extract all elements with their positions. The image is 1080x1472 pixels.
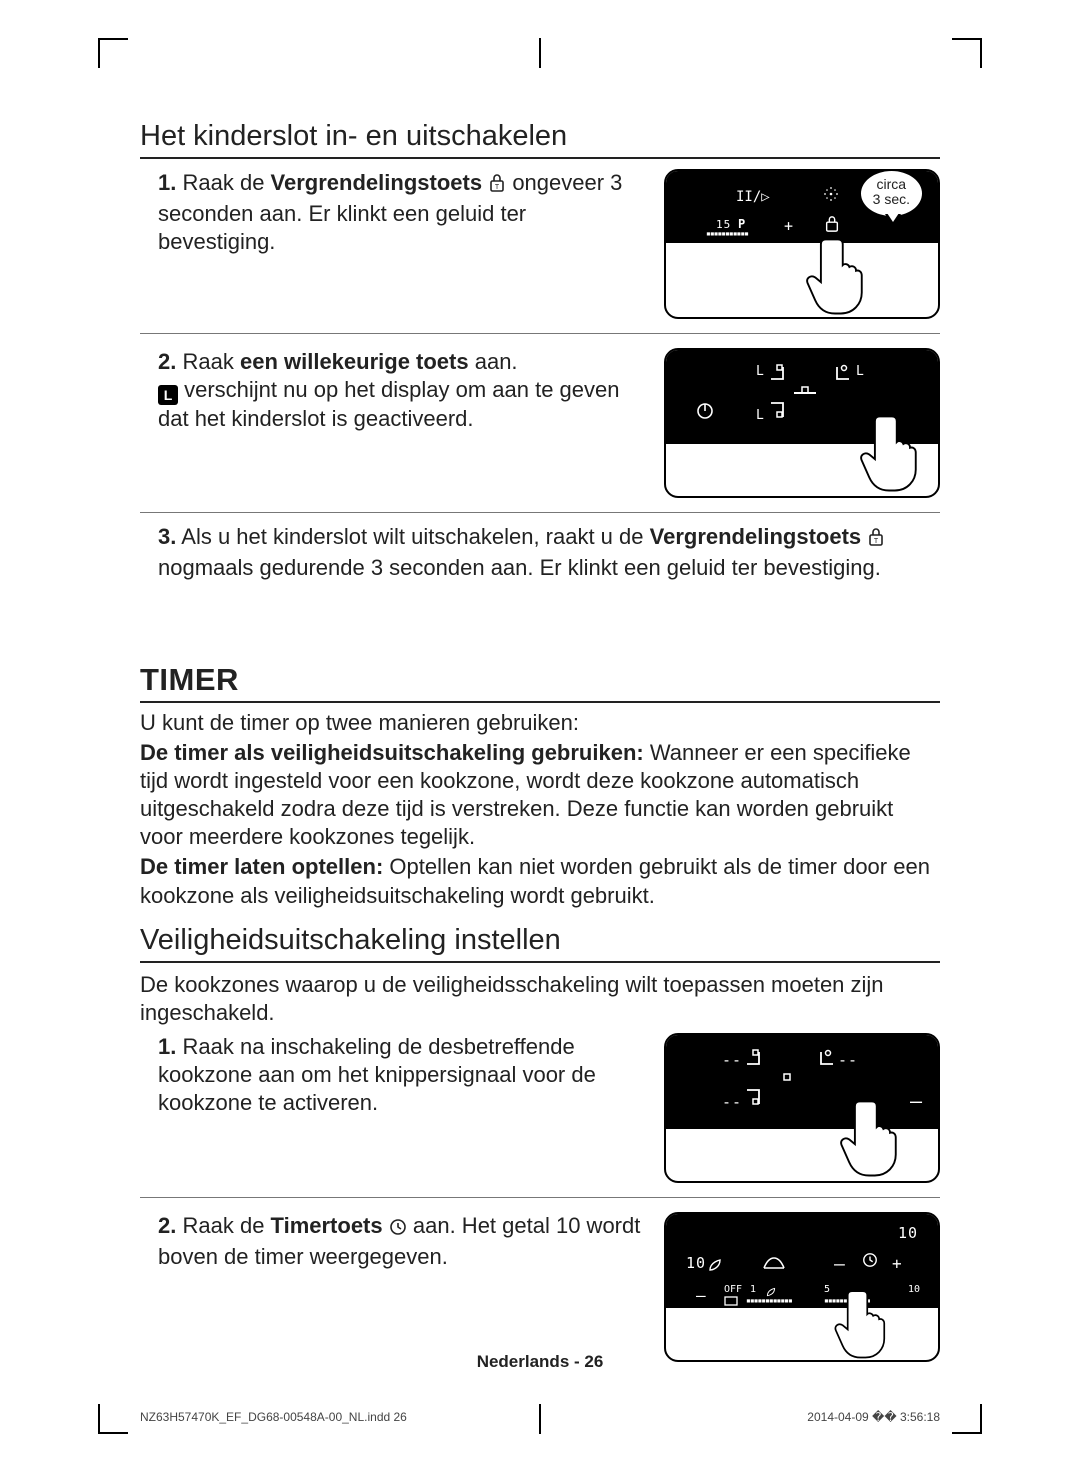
- hand-icon: [832, 1090, 912, 1183]
- step1-text: 1. Raak de Vergrendelingstoets T ongevee…: [140, 169, 646, 256]
- s2-step1-body: Raak na inschakeling de desbetreffende k…: [158, 1034, 596, 1115]
- timer-p1a: De timer als veiligheidsuitschakeling ge…: [140, 740, 644, 765]
- zone-tl-shape: [746, 1049, 764, 1065]
- zone-mid-shape: [776, 1071, 798, 1085]
- bubble-l1: circa: [877, 176, 907, 192]
- s2-step2-row: 2. Raak de Timertoets aan. Het getal 10 …: [140, 1212, 940, 1362]
- panel4-10c: 10: [908, 1284, 920, 1295]
- timer-intro: U kunt de timer op twee manieren gebruik…: [140, 709, 940, 737]
- off-box-icon: [724, 1296, 738, 1306]
- zone-tr-dash: --: [838, 1051, 858, 1069]
- svg-text:T: T: [495, 184, 500, 191]
- s2-step2-b: Timertoets: [271, 1213, 383, 1238]
- clock-icon-white: [862, 1252, 878, 1272]
- bridge-icon: [762, 1254, 786, 1274]
- step2-text-b: een willekeurige toets: [240, 349, 469, 374]
- page-footer-right: 2014-04-09 �� 3:56:18: [807, 1410, 940, 1424]
- panel1-plus: +: [784, 217, 793, 235]
- lock-icon: T: [867, 526, 885, 554]
- section2-lead: De kookzones waarop u de veiligheidsscha…: [140, 971, 940, 1027]
- timer-p2: De timer laten optellen: Optellen kan ni…: [140, 853, 940, 909]
- crop-mark: [952, 38, 982, 68]
- hand-icon: [852, 405, 932, 498]
- panel4-10-left: 10: [686, 1254, 706, 1272]
- step2-text-d: verschijnt nu op het display om aan te g…: [158, 377, 620, 431]
- s2-step2-a: Raak de: [182, 1213, 270, 1238]
- zone-bl-dash: --: [722, 1093, 742, 1111]
- timer-heading: TIMER: [140, 662, 940, 703]
- panel-safety-step1: -- -- -- –: [664, 1033, 940, 1183]
- sparkle-icon: [822, 185, 840, 207]
- zone-bl-l: L: [756, 408, 765, 423]
- step2-row: 2. Raak een willekeurige toets aan. L ve…: [140, 348, 940, 498]
- divider: [140, 333, 940, 334]
- timer-p1: De timer als veiligheidsuitschakeling ge…: [140, 739, 940, 852]
- panel-safety-step2: 10 10 – + – OFF 1: [664, 1212, 940, 1362]
- step2-text-c: aan.: [469, 349, 518, 374]
- step3-text-a: Als u het kinderslot wilt uitschakelen, …: [181, 524, 649, 549]
- s2-step2-text: 2. Raak de Timertoets aan. Het getal 10 …: [140, 1212, 646, 1271]
- leaf-icon: [708, 1258, 722, 1276]
- crop-mark: [952, 1404, 982, 1434]
- s2-step1-num: 1.: [158, 1034, 176, 1059]
- panel4-plus: +: [892, 1254, 902, 1273]
- step1-text-a: Raak de: [182, 170, 270, 195]
- s2-step2-num: 2.: [158, 1213, 176, 1238]
- hand-icon: [798, 228, 878, 319]
- panel4-off: OFF: [724, 1284, 742, 1295]
- step3-text: 3. Als u het kinderslot wilt uitschakele…: [140, 523, 940, 650]
- zone-tl-l: L: [756, 364, 765, 379]
- step2-text: 2. Raak een willekeurige toets aan. L ve…: [140, 348, 646, 433]
- zone-bl-shape: [770, 402, 788, 420]
- divider: [140, 512, 940, 513]
- panel-childlock-step1: circa 3 sec. II/▷ 15 P ▪▪▪▪▪▪▪▪▪▪▪ +: [664, 169, 940, 319]
- page-footer-center: Nederlands - 26: [0, 1352, 1080, 1372]
- zone-tr-shape: [832, 364, 850, 380]
- crop-mark: [98, 38, 128, 68]
- divider: [140, 1197, 940, 1198]
- zone-tr-shape: [816, 1049, 834, 1065]
- bubble-l2: 3 sec.: [873, 191, 910, 207]
- zone-tl-dash: --: [722, 1051, 742, 1069]
- clock-icon: [389, 1215, 407, 1243]
- s2-step1-row: 1. Raak na inschakeling de desbetreffend…: [140, 1033, 940, 1183]
- crop-mark: [539, 38, 541, 68]
- step1-text-b: Vergrendelingstoets: [271, 170, 483, 195]
- zone-mid-shape: [794, 386, 816, 400]
- zone-tr-l: L: [856, 364, 865, 379]
- crop-mark: [98, 1404, 128, 1434]
- step2-num: 2.: [158, 349, 176, 374]
- step1-num: 1.: [158, 170, 176, 195]
- panel4-minus: –: [834, 1254, 845, 1275]
- page: Het kinderslot in- en uitschakelen 1. Ra…: [0, 0, 1080, 1472]
- panel4-10-top: 10: [898, 1224, 918, 1242]
- l-indicator-icon: L: [158, 385, 178, 405]
- content-area: Het kinderslot in- en uitschakelen 1. Ra…: [140, 120, 940, 1362]
- pause-play-icon: II/▷: [736, 189, 770, 205]
- hand-icon: [828, 1281, 898, 1362]
- panel4-1: 1: [750, 1284, 756, 1295]
- power-icon: [696, 402, 714, 424]
- speech-bubble: circa 3 sec.: [859, 169, 924, 218]
- step3-num: 3.: [158, 524, 176, 549]
- lock-icon: T: [488, 172, 506, 200]
- zone-bl-shape: [746, 1089, 764, 1107]
- zone-tl-shape: [770, 364, 788, 380]
- section-title-childlock: Het kinderslot in- en uitschakelen: [140, 120, 940, 159]
- step2-text-a: Raak: [182, 349, 239, 374]
- section-title-safety: Veiligheidsuitschakeling instellen: [140, 924, 940, 963]
- step1-row: 1. Raak de Vergrendelingstoets T ongevee…: [140, 169, 940, 319]
- step3-text-c: nogmaals gedurende 3 seconden aan. Er kl…: [158, 555, 881, 580]
- step3-text-b: Vergrendelingstoets: [650, 524, 862, 549]
- svg-text:T: T: [874, 538, 879, 545]
- crop-mark: [539, 1404, 541, 1434]
- panel-childlock-step2: L L L: [664, 348, 940, 498]
- timer-p2a: De timer laten optellen:: [140, 854, 383, 879]
- page-footer-left: NZ63H57470K_EF_DG68-00548A-00_NL.indd 26: [140, 1410, 407, 1424]
- slider-minus: –: [696, 1286, 706, 1305]
- s2-step1-text: 1. Raak na inschakeling de desbetreffend…: [140, 1033, 646, 1117]
